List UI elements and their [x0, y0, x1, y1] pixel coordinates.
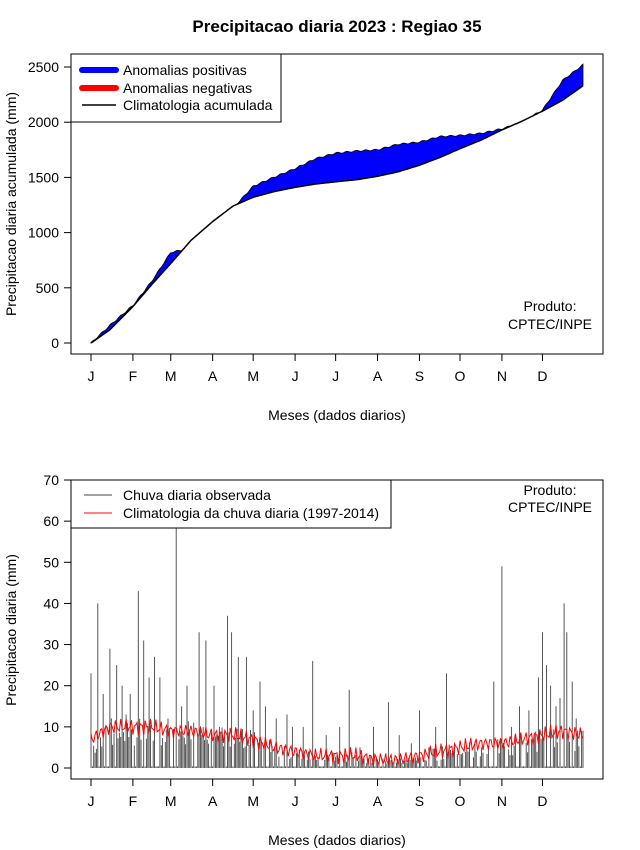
legend-label-positive: Anomalias positivas	[123, 62, 247, 78]
legend-label-negative: Anomalias negativas	[123, 80, 252, 96]
chart1-y-tick-label-5: 2500	[28, 59, 59, 75]
chart2-bars-layer	[90, 521, 584, 768]
chart1-x-tick-label-11: D	[537, 368, 547, 384]
chart2-y-tick-label-4: 40	[43, 595, 59, 611]
chart2-x-tick-label-1: F	[129, 793, 138, 809]
legend-label-observed: Chuva diaria observada	[123, 487, 271, 503]
chart2-x-tick-label-7: A	[373, 793, 383, 809]
chart1-area-layer	[90, 63, 584, 344]
chart1-x-tick-label-2: M	[165, 368, 177, 384]
legend-label-climatology-daily: Climatologia da chuva diaria (1997-2014)	[123, 505, 379, 521]
chart2-y-tick-label-6: 60	[43, 513, 59, 529]
chart1-credit-line2: CPTEC/INPE	[508, 316, 592, 332]
chart1-credit-line1: Produto:	[524, 298, 577, 314]
chart2-x-tick-label-6: J	[332, 793, 339, 809]
chart1-x-tick-label-10: N	[497, 368, 507, 384]
chart1-x-tick-label-7: A	[373, 368, 383, 384]
chart2-x-tick-label-3: A	[208, 793, 218, 809]
chart1-x-axis-title: Meses (dados diarios)	[268, 407, 406, 423]
climatology-cumulative-line	[90, 85, 584, 344]
chart2-x-tick-label-4: M	[247, 793, 259, 809]
chart2-x-tick-label-0: J	[88, 793, 95, 809]
chart2-climatology-layer	[90, 718, 584, 767]
chart2-x-tick-label-10: N	[497, 793, 507, 809]
chart-1: 0 500 1000 1500 2000 2500 J F M A M J J A S O N D Precip…	[3, 53, 604, 423]
chart1-x-tick-label-5: J	[292, 368, 299, 384]
chart2-y-tick-label-7: 70	[43, 472, 59, 488]
chart2-y-axis: 0 10 20 30 40 50 60 70	[43, 472, 72, 776]
chart2-legend: Chuva diaria observada Climatologia da c…	[70, 479, 392, 529]
chart1-y-axis-title: Precipitacao diaria acumulada (mm)	[3, 92, 19, 316]
climatology-daily-line	[90, 718, 584, 767]
chart2-x-axis-title: Meses (dados diarios)	[268, 832, 406, 848]
chart2-x-tick-label-8: S	[415, 793, 424, 809]
chart2-y-tick-label-3: 30	[43, 637, 59, 653]
chart1-y-axis: 0 500 1000 1500 2000 2500	[28, 59, 72, 351]
chart1-x-tick-label-0: J	[88, 368, 95, 384]
chart-title: Precipitacao diaria 2023 : Regiao 35	[192, 17, 481, 36]
chart1-x-tick-label-4: M	[247, 368, 259, 384]
chart1-y-tick-label-2: 1000	[28, 225, 59, 241]
legend-label-climatology: Climatologia acumulada	[123, 97, 273, 113]
chart2-legend-box	[70, 479, 392, 529]
chart2-y-tick-label-1: 10	[43, 719, 59, 735]
chart1-x-tick-label-9: O	[455, 368, 466, 384]
chart2-y-tick-label-5: 50	[43, 554, 59, 570]
chart2-x-tick-label-9: O	[455, 793, 466, 809]
chart2-y-tick-label-0: 0	[51, 760, 59, 776]
chart1-y-tick-label-0: 0	[51, 335, 59, 351]
chart1-y-tick-label-4: 2000	[28, 114, 59, 130]
chart1-y-tick-label-1: 500	[36, 280, 60, 296]
chart1-x-tick-label-3: A	[208, 368, 218, 384]
chart-2: 0 10 20 30 40 50 60 70 J F M A M J J A S O N D Precipitaca…	[3, 472, 604, 848]
chart2-credit-line2: CPTEC/INPE	[508, 499, 592, 515]
chart1-x-tick-label-6: J	[332, 368, 339, 384]
chart2-credit-line1: Produto:	[524, 482, 577, 498]
chart2-y-axis-title: Precipitacao diaria (mm)	[3, 554, 19, 706]
chart1-legend: Anomalias positivas Anomalias negativas …	[70, 53, 282, 123]
chart1-y-tick-label-3: 1500	[28, 169, 59, 185]
chart2-y-tick-label-2: 20	[43, 678, 59, 694]
chart2-x-tick-label-11: D	[537, 793, 547, 809]
chart2-x-tick-label-2: M	[165, 793, 177, 809]
chart1-x-tick-label-1: F	[129, 368, 138, 384]
chart2-x-tick-label-5: J	[292, 793, 299, 809]
chart1-x-tick-label-8: S	[415, 368, 424, 384]
